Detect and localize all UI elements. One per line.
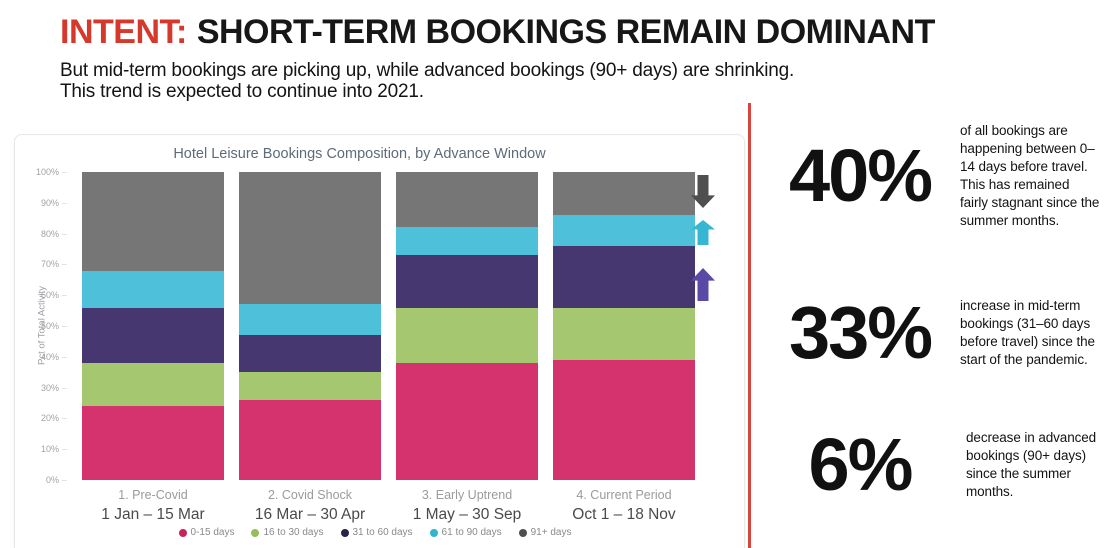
- stat-value: 33%: [788, 291, 933, 374]
- bar-segment-61-to-90-days: [553, 215, 695, 246]
- bar-segment-0-15-days: [396, 362, 538, 480]
- bar-segment-31-to-60-days: [396, 255, 538, 308]
- category-label: 3. Early Uptrend: [421, 488, 513, 502]
- stacked-bar-plot: 1. Pre-Covid 1 Jan – 15 Mar 2. Covid Shock…: [82, 172, 695, 523]
- up-arrow-icon-31-60-days-trend: [691, 268, 715, 301]
- bar-stack: [239, 172, 381, 480]
- y-tick-label: 10%: [40, 444, 59, 455]
- chart-card: Hotel Leisure Bookings Composition, by A…: [14, 134, 745, 548]
- y-tick-label: 80%: [40, 228, 59, 239]
- bar-column-3: 3. Early Uptrend 1 May – 30 Sep: [396, 172, 538, 523]
- bar-segment-61-to-90-days: [396, 227, 538, 256]
- legend-item-61-to-90-days: 61 to 90 days: [429, 527, 502, 538]
- y-tick-mark: [62, 387, 67, 389]
- legend-dot-icon: [429, 528, 438, 537]
- subtitle-line-1: But mid-term bookings are picking up, wh…: [60, 60, 795, 81]
- legend-item-31-to-60-days: 31 to 60 days: [340, 527, 413, 538]
- y-tick-label: 70%: [40, 259, 59, 270]
- y-tick-label: 20%: [40, 413, 59, 424]
- y-tick-mark: [62, 172, 67, 173]
- legend-label: 61 to 90 days: [441, 527, 502, 538]
- y-tick-mark: [62, 356, 67, 358]
- legend-dot-icon: [340, 528, 349, 537]
- stat-block-40pct: 40% of all bookings are happening betwee…: [760, 122, 1107, 230]
- page-title: INTENT: SHORT-TERM BOOKINGS REMAIN DOMINA…: [60, 13, 935, 52]
- bar-column-2: 2. Covid Shock 16 Mar – 30 Apr: [239, 172, 381, 523]
- chart-title: Hotel Leisure Bookings Composition, by A…: [173, 146, 546, 162]
- category-label: 4. Current Period: [576, 488, 672, 502]
- bar-segment-0-15-days: [82, 406, 224, 480]
- stat-value: 40%: [788, 134, 933, 217]
- y-tick-mark: [62, 202, 67, 204]
- y-tick-mark: [62, 480, 67, 481]
- legend-dot-icon: [251, 528, 260, 537]
- stat-description: of all bookings are happening between 0–…: [960, 123, 1100, 228]
- legend-label: 16 to 30 days: [263, 527, 324, 538]
- y-tick-mark: [62, 326, 67, 327]
- legend-item-16-to-30-days: 16 to 30 days: [251, 527, 324, 538]
- bar-segment-91+-days: [239, 172, 381, 305]
- bar-column-1: 1. Pre-Covid 1 Jan – 15 Mar: [82, 172, 224, 523]
- y-tick-mark: [62, 295, 67, 297]
- legend-item-0-15-days: 0-15 days: [178, 527, 235, 538]
- y-tick-label: 50%: [40, 321, 59, 331]
- bar-segment-31-to-60-days: [553, 245, 695, 308]
- bar-stack: [396, 172, 538, 480]
- bar-segment-31-to-60-days: [239, 335, 381, 373]
- bar-column-4: 4. Current Period Oct 1 – 18 Nov: [553, 172, 695, 523]
- bar-segment-16-to-30-days: [553, 307, 695, 360]
- subtitle-line-2: This trend is expected to continue into …: [60, 81, 424, 102]
- down-arrow-icon-91-plus-days-trend: [691, 175, 715, 208]
- stat-block-6pct: 6% decrease in advanced bookings (90+ da…: [760, 428, 1107, 502]
- bar-segment-16-to-30-days: [396, 307, 538, 363]
- vertical-divider: [748, 103, 751, 548]
- bar-segment-31-to-60-days: [82, 307, 224, 363]
- y-tick-label: 0%: [45, 475, 59, 485]
- stat-block-33pct: 33% increase in mid-term bookings (31–60…: [760, 296, 1107, 370]
- page-subtitle: But mid-term bookings are picking up, wh…: [60, 60, 794, 102]
- bar-stack: [553, 172, 695, 480]
- y-tick-mark: [62, 264, 67, 266]
- bar-segment-91+-days: [396, 172, 538, 228]
- legend-dot-icon: [518, 528, 527, 537]
- y-tick-mark: [62, 418, 67, 420]
- category-date-range: 1 Jan – 15 Mar: [101, 506, 205, 523]
- bar-segment-0-15-days: [239, 399, 381, 480]
- bar-segment-0-15-days: [553, 359, 695, 480]
- y-tick-mark: [62, 233, 67, 235]
- category-date-range: Oct 1 – 18 Nov: [572, 506, 676, 523]
- legend-label: 91+ days: [530, 527, 572, 538]
- bar-segment-61-to-90-days: [239, 304, 381, 336]
- page-title-rest: SHORT-TERM BOOKINGS REMAIN DOMINANT: [196, 13, 936, 51]
- stat-description: increase in mid-term bookings (31–60 day…: [960, 298, 1095, 367]
- y-axis-ticks: 0% 10% 20% 30% 40% 50% 60% 70% 80% 90% 100%: [15, 135, 67, 548]
- trend-arrows: [691, 175, 715, 301]
- bar-segment-91+-days: [553, 172, 695, 216]
- y-tick-label: 100%: [35, 167, 59, 177]
- legend-item-91+-days: 91+ days: [518, 527, 572, 538]
- bar-segment-91+-days: [82, 172, 224, 271]
- category-date-range: 1 May – 30 Sep: [412, 506, 522, 523]
- y-tick-label: 90%: [40, 197, 59, 208]
- legend-dot-icon: [178, 528, 187, 537]
- category-date-range: 16 Mar – 30 Apr: [254, 506, 366, 523]
- up-arrow-icon-61-90-days-trend: [691, 220, 715, 245]
- category-label: 2. Covid Shock: [267, 488, 353, 502]
- chart-legend: 0-15 days 16 to 30 days 31 to 60 days 61 to…: [55, 527, 695, 538]
- page-title-accent: INTENT:: [60, 13, 187, 51]
- legend-label: 31 to 60 days: [352, 527, 413, 538]
- category-label: 1. Pre-Covid: [118, 488, 188, 502]
- bar-segment-61-to-90-days: [82, 270, 224, 308]
- legend-label: 0-15 days: [190, 527, 235, 538]
- bar-segment-16-to-30-days: [239, 372, 381, 400]
- y-tick-mark: [62, 449, 67, 451]
- y-tick-label: 30%: [40, 382, 59, 393]
- y-tick-label: 60%: [40, 290, 59, 301]
- bar-segment-16-to-30-days: [82, 362, 224, 407]
- y-tick-label: 40%: [40, 351, 59, 362]
- stat-description: decrease in advanced bookings (90+ days)…: [966, 430, 1097, 499]
- bar-stack: [82, 172, 224, 480]
- stat-value: 6%: [808, 423, 914, 506]
